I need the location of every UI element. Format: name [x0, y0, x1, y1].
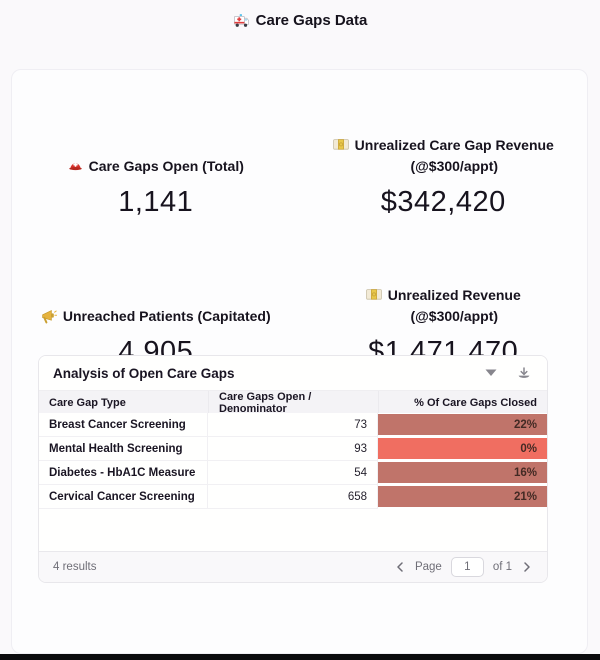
chevron-right-icon: [523, 562, 531, 572]
kpi-label: Care Gaps Open (Total): [88, 158, 244, 174]
table-header: Analysis of Open Care Gaps: [39, 356, 547, 391]
table-row: Diabetes - HbA1C Measure 54 16%: [39, 461, 547, 485]
table-empty-space: [39, 509, 547, 551]
cell-open-count: 658: [208, 485, 378, 509]
rescue-helmet-icon: [68, 156, 83, 174]
page-title-text: Care Gaps Data: [255, 12, 368, 29]
table-row: Cervical Cancer Screening 658 21%: [39, 485, 547, 509]
page-label: Page: [414, 561, 442, 573]
results-count: 4 results: [53, 561, 97, 573]
kpi-label: Unrealized Revenue (@$300/appt): [387, 287, 521, 324]
table-row: Mental Health Screening 93 0%: [39, 437, 547, 461]
banknote-icon: [332, 135, 349, 151]
filter-icon: [485, 369, 497, 377]
chevron-left-icon: [396, 562, 404, 572]
kpi-care-gaps-open: Care Gaps Open (Total) 1,141: [12, 156, 300, 219]
next-page-button[interactable]: [521, 560, 533, 574]
cell-open-count: 54: [208, 461, 378, 485]
column-header-open-denominator: Care Gaps Open / Denominator: [208, 391, 378, 415]
page-title: Care Gaps Data: [0, 12, 600, 29]
page-number-input[interactable]: [450, 557, 484, 577]
cell-open-count: 93: [208, 437, 378, 461]
cell-care-gap-type: Breast Cancer Screening: [39, 413, 208, 437]
table-row: Breast Cancer Screening 73 22%: [39, 413, 547, 437]
download-button[interactable]: [515, 365, 533, 382]
page-of-label: of 1: [492, 561, 512, 573]
analysis-table-card: Analysis of Open Care Gaps Care Gap Type: [38, 355, 548, 583]
kpi-label: Unreached Patients (Capitated): [62, 308, 271, 324]
kpi-value: $342,420: [380, 186, 506, 218]
viewport-bottom-edge: [0, 654, 600, 660]
banknote-icon: [365, 285, 382, 301]
cell-care-gap-type: Cervical Cancer Screening: [39, 485, 208, 509]
ambulance-icon: [233, 13, 250, 29]
cell-care-gap-type: Mental Health Screening: [39, 437, 208, 461]
filter-button[interactable]: [483, 367, 499, 379]
download-icon: [517, 366, 531, 380]
cell-care-gap-type: Diabetes - HbA1C Measure: [39, 461, 208, 485]
cell-pct-closed: 22%: [378, 413, 547, 437]
cell-pct-closed: 16%: [378, 461, 547, 485]
kpi-label: Unrealized Care Gap Revenue (@$300/appt): [354, 137, 554, 174]
column-header-care-gap-type: Care Gap Type: [49, 397, 126, 409]
table-title: Analysis of Open Care Gaps: [53, 365, 235, 381]
table-footer: 4 results Page of 1: [39, 551, 547, 582]
column-header-pct-closed: % Of Care Gaps Closed: [378, 391, 547, 415]
kpi-grid: Care Gaps Open (Total) 1,141 Unrealized …: [12, 70, 587, 369]
cell-pct-closed: 0%: [378, 437, 547, 461]
pagination: Page of 1: [394, 557, 533, 577]
cell-pct-closed: 21%: [378, 485, 547, 509]
kpi-value: 1,141: [118, 186, 194, 218]
cell-open-count: 73: [208, 413, 378, 437]
kpi-unrealized-care-gap-revenue: Unrealized Care Gap Revenue (@$300/appt)…: [300, 135, 588, 219]
table-column-headers: Care Gap Type Care Gaps Open / Denominat…: [39, 391, 547, 415]
megaphone-icon: [41, 306, 57, 324]
previous-page-button[interactable]: [394, 560, 406, 574]
